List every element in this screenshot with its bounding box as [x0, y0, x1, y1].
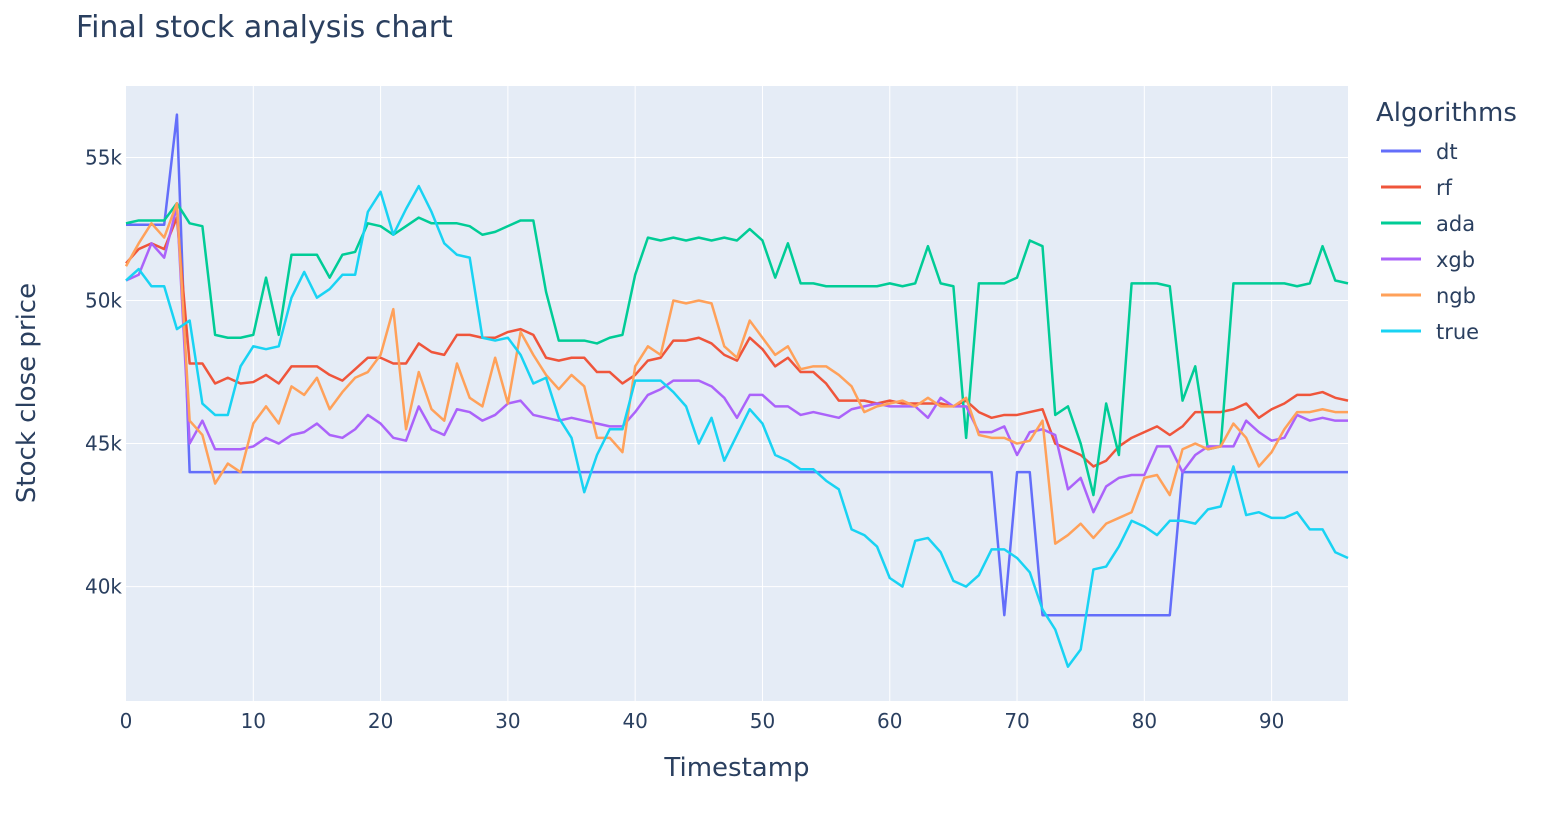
legend-label: rf [1436, 176, 1453, 200]
legend-item-ngb[interactable]: ngb [1381, 284, 1476, 308]
legend-item-dt[interactable]: dt [1381, 140, 1458, 164]
x-axis-title: Timestamp [663, 753, 809, 783]
y-tick-label: 55k [85, 146, 122, 170]
x-tick-label: 90 [1259, 709, 1284, 733]
legend-item-rf[interactable]: rf [1381, 176, 1453, 200]
series-line-rf [125, 216, 1349, 468]
series-line-dt [126, 113, 1348, 617]
series-line-xgb [125, 204, 1348, 514]
legend-label: ada [1436, 212, 1475, 236]
y-axis-title: Stock close price [12, 283, 42, 503]
grid-lines [126, 86, 1348, 701]
x-axis-ticks: 0 10 20 30 40 50 60 70 80 90 [120, 709, 1285, 733]
legend: Algorithms dt rf ada xgb ngb true [1376, 98, 1517, 344]
x-tick-label: 70 [1004, 709, 1029, 733]
series-line-true [125, 184, 1349, 668]
x-tick-label: 60 [877, 709, 902, 733]
x-tick-label: 40 [622, 709, 647, 733]
legend-item-xgb[interactable]: xgb [1381, 248, 1475, 272]
x-tick-label: 10 [241, 709, 266, 733]
legend-item-true[interactable]: true [1381, 320, 1479, 344]
x-tick-label: 50 [750, 709, 775, 733]
legend-label: dt [1436, 140, 1458, 164]
series-line-ngb [124, 202, 1348, 545]
y-tick-label: 40k [85, 575, 122, 599]
legend-title: Algorithms [1376, 98, 1517, 128]
legend-label: xgb [1436, 248, 1475, 272]
y-axis-ticks: 40k 45k 50k 55k [85, 146, 122, 599]
legend-items: dt rf ada xgb ngb true [1381, 140, 1479, 344]
y-tick-label: 45k [85, 432, 122, 456]
legend-item-ada[interactable]: ada [1381, 212, 1475, 236]
x-tick-label: 0 [120, 709, 133, 733]
x-tick-label: 20 [368, 709, 393, 733]
x-tick-label: 80 [1132, 709, 1157, 733]
series-lines [124, 113, 1349, 668]
chart-title: Final stock analysis chart [76, 10, 453, 45]
x-tick-label: 30 [495, 709, 520, 733]
y-tick-label: 50k [85, 289, 122, 313]
series-line-ada [125, 202, 1349, 497]
legend-label: ngb [1436, 284, 1476, 308]
plot-area [126, 86, 1348, 701]
legend-label: true [1436, 320, 1479, 344]
